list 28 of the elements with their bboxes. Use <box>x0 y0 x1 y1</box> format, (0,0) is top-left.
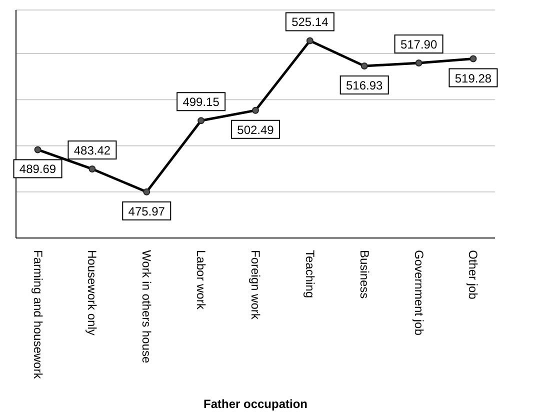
data-label: 516.93 <box>346 78 384 92</box>
data-label: 483.42 <box>74 143 111 158</box>
point <box>360 62 368 70</box>
x-tick-label: Labor work <box>194 250 208 310</box>
point <box>34 146 42 154</box>
x-tick-label: Work in others house <box>140 250 154 364</box>
x-tick-label: Teaching <box>302 250 317 298</box>
point <box>143 188 150 196</box>
point <box>88 165 96 172</box>
x-tick-label: Business <box>357 250 372 299</box>
x-tick-label: Housework only <box>85 250 100 336</box>
data-label: 519.28 <box>454 71 492 86</box>
point <box>415 59 422 66</box>
data-label: 525.14 <box>292 15 329 30</box>
data-label: 475.97 <box>128 204 166 218</box>
data-label: 499.15 <box>182 95 220 110</box>
point <box>198 117 205 124</box>
point <box>470 55 477 62</box>
point <box>306 37 314 44</box>
x-tick-label: Government job <box>412 250 426 336</box>
point <box>252 106 259 114</box>
x-tick-label: Other job <box>466 250 480 300</box>
x-tick-label: Farming and housework <box>30 250 45 380</box>
data-label: 502.49 <box>237 122 274 137</box>
x-axis-title: Father occupation <box>203 397 308 411</box>
data-label: 489.69 <box>19 162 56 176</box>
data-label: 517.90 <box>400 37 438 52</box>
x-tick-label: Foreign work <box>248 250 262 320</box>
